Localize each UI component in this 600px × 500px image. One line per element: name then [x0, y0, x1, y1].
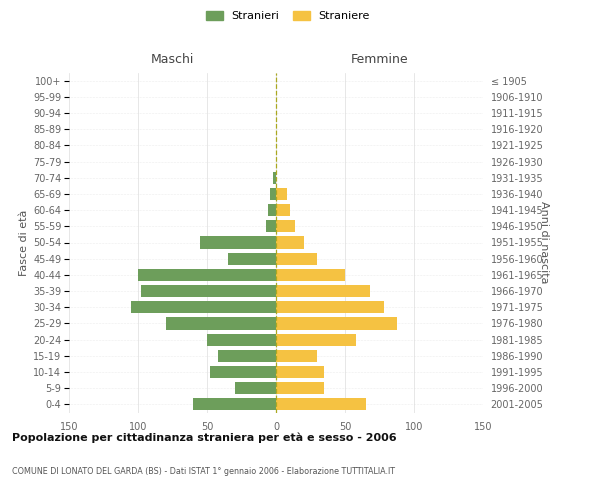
Bar — [273, 172, 276, 184]
Text: Maschi: Maschi — [151, 53, 194, 66]
Bar — [141, 285, 276, 297]
Bar — [207, 334, 276, 345]
Bar — [276, 350, 317, 362]
Bar — [276, 334, 356, 345]
Bar — [193, 398, 276, 410]
Bar — [276, 236, 304, 248]
Bar — [276, 204, 290, 216]
Y-axis label: Fasce di età: Fasce di età — [19, 210, 29, 276]
Bar — [200, 236, 276, 248]
Bar — [131, 301, 276, 314]
Bar — [276, 188, 287, 200]
Text: COMUNE DI LONATO DEL GARDA (BS) - Dati ISTAT 1° gennaio 2006 - Elaborazione TUTT: COMUNE DI LONATO DEL GARDA (BS) - Dati I… — [12, 468, 395, 476]
Bar — [271, 188, 276, 200]
Bar — [218, 350, 276, 362]
Bar — [166, 318, 276, 330]
Bar — [276, 366, 325, 378]
Bar — [276, 398, 366, 410]
Bar — [268, 204, 276, 216]
Legend: Stranieri, Straniere: Stranieri, Straniere — [206, 10, 370, 21]
Bar — [235, 382, 276, 394]
Bar — [276, 382, 325, 394]
Bar — [276, 220, 295, 232]
Bar — [276, 252, 317, 265]
Bar — [276, 285, 370, 297]
Bar — [228, 252, 276, 265]
Bar — [210, 366, 276, 378]
Text: Popolazione per cittadinanza straniera per età e sesso - 2006: Popolazione per cittadinanza straniera p… — [12, 432, 397, 443]
Bar — [276, 269, 345, 281]
Y-axis label: Anni di nascita: Anni di nascita — [539, 201, 549, 283]
Text: Femmine: Femmine — [350, 53, 409, 66]
Bar — [276, 301, 383, 314]
Bar — [138, 269, 276, 281]
Bar — [266, 220, 276, 232]
Bar — [276, 318, 397, 330]
